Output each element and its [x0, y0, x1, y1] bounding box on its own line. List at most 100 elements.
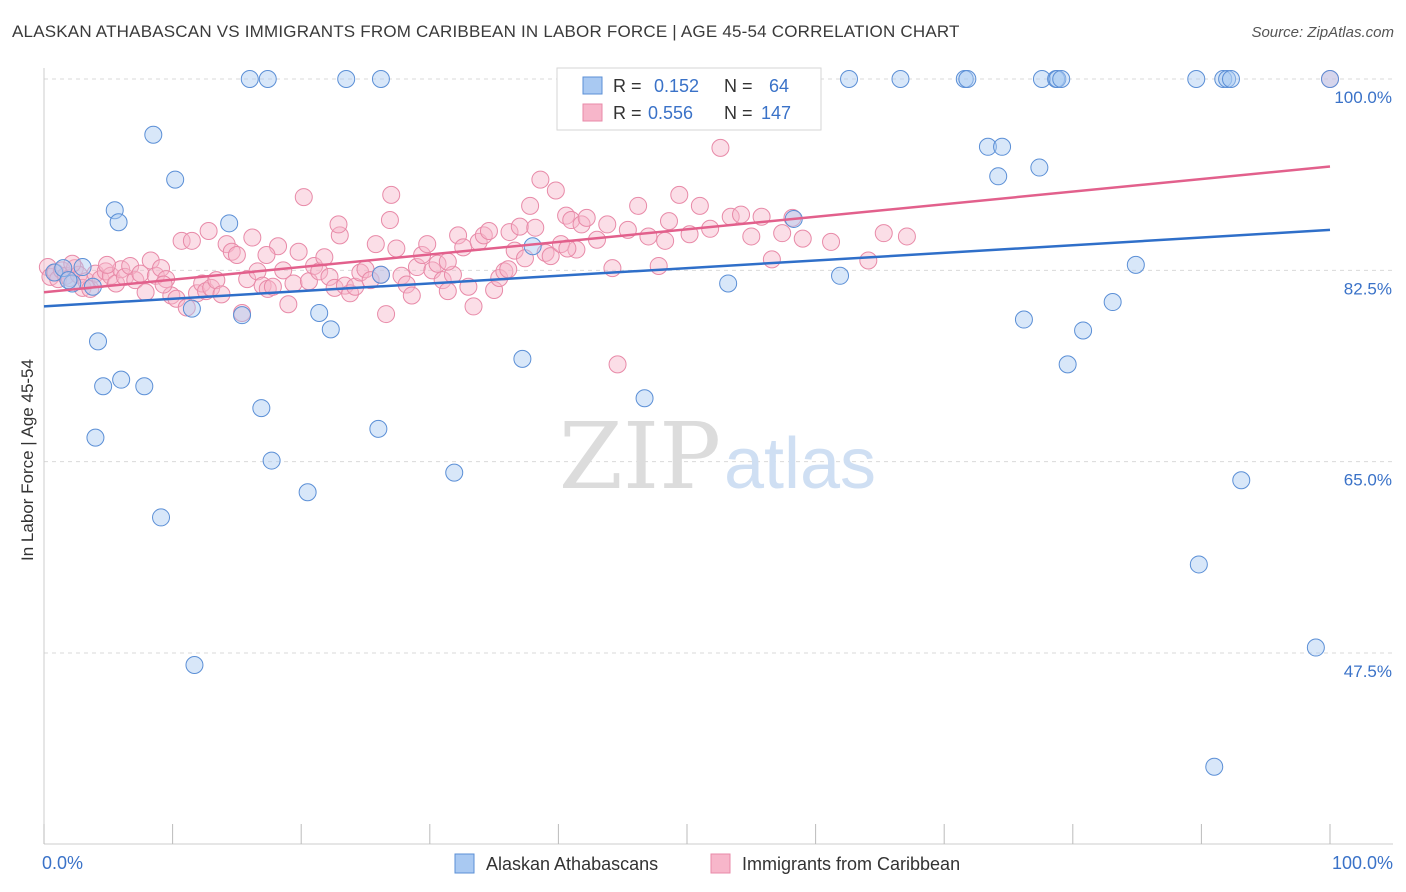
athabascan-point — [73, 258, 92, 277]
trend-lines — [43, 165, 1331, 308]
athabascan-point — [1232, 471, 1251, 490]
watermark-atlas: atlas — [724, 424, 876, 504]
caribbean-point — [762, 250, 781, 269]
caribbean-point — [499, 260, 518, 279]
caribbean-point — [608, 355, 627, 374]
caribbean-point — [449, 226, 468, 245]
athabascan-point — [1214, 70, 1233, 88]
caribbean-point — [172, 231, 191, 250]
caribbean-point — [289, 242, 308, 261]
series-legend: Alaskan Athabascans Immigrants from Cari… — [454, 853, 960, 874]
caribbean-point — [629, 196, 648, 215]
caribbean-point — [859, 251, 878, 270]
athabascan-point — [182, 299, 201, 318]
legend-swatch-blue — [582, 76, 603, 95]
athabascan-point — [109, 213, 128, 232]
athabascan-point — [252, 399, 271, 418]
athabascan-point — [262, 451, 281, 470]
athabascan-point — [1187, 70, 1206, 88]
chart-title: ALASKAN ATHABASCAN VS IMMIGRANTS FROM CA… — [12, 22, 960, 41]
caribbean-point — [366, 235, 385, 254]
bottom-legend-label-caribbean: Immigrants from Caribbean — [742, 854, 960, 874]
athabascan-point — [371, 265, 390, 284]
athabascan-point — [445, 463, 464, 482]
athabascan-point — [233, 306, 252, 325]
athabascan-point — [144, 125, 163, 144]
caribbean-point — [874, 224, 893, 243]
caribbean-point — [294, 188, 313, 207]
caribbean-point — [454, 238, 473, 257]
caribbean-point — [257, 246, 276, 265]
athabascan-point — [1321, 70, 1339, 88]
athabascan-point — [54, 259, 73, 278]
caribbean-point — [438, 282, 457, 301]
series-athabascan-points — [45, 70, 1339, 776]
bottom-legend-label-athabascan: Alaskan Athabascans — [486, 854, 658, 874]
athabascan-point — [1205, 757, 1224, 776]
athabascan-point — [258, 70, 277, 88]
athabascan-point — [310, 303, 329, 322]
caribbean-point — [227, 246, 246, 265]
legend-n-value-2: 147 — [761, 103, 791, 123]
caribbean-point — [407, 258, 426, 277]
caribbean-point — [500, 223, 519, 242]
athabascan-point — [958, 70, 977, 88]
athabascan-point — [105, 201, 124, 220]
caribbean-point — [897, 227, 916, 246]
athabascan-point — [240, 70, 259, 88]
caribbean-point — [464, 297, 483, 316]
caribbean-point — [284, 274, 303, 293]
caribbean-point — [485, 281, 504, 300]
caribbean-point — [121, 256, 140, 275]
athabascan-point — [891, 70, 910, 88]
athabascan-point — [321, 320, 340, 339]
caribbean-point — [387, 239, 406, 258]
caribbean-point — [639, 227, 658, 246]
legend-r-value-2: 0.556 — [648, 103, 693, 123]
legend-n-label-1: N = — [724, 76, 753, 96]
caribbean-point — [433, 271, 452, 290]
athabascan-point — [94, 377, 113, 396]
caribbean-point — [732, 205, 751, 224]
caribbean-point — [98, 255, 117, 274]
athabascan-point — [369, 419, 388, 438]
watermark-zip: ZIP — [559, 403, 721, 510]
caribbean-trend-line — [43, 165, 1331, 294]
legend-swatch-pink — [582, 103, 603, 122]
athabascan-point — [1014, 310, 1033, 329]
athabascan-point — [993, 137, 1012, 156]
caribbean-point — [380, 211, 399, 230]
caribbean-point — [742, 227, 761, 246]
caribbean-point — [182, 231, 201, 250]
bottom-legend-swatch-pink — [710, 853, 731, 874]
athabascan-point — [1052, 70, 1071, 88]
caribbean-point — [199, 221, 218, 240]
legend-n-label-2: N = — [724, 103, 753, 123]
chart-source: Source: ZipAtlas.com — [1251, 24, 1394, 41]
caribbean-point — [711, 138, 730, 157]
caribbean-point — [263, 277, 282, 296]
correlation-legend: R = 0.152 N = 64 R = 0.556 N = 147 — [556, 67, 822, 131]
caribbean-point — [546, 181, 565, 200]
athabascan-point — [152, 508, 171, 527]
y-tick-label: 82.5% — [1344, 279, 1392, 298]
caribbean-point — [382, 185, 401, 204]
caribbean-point — [479, 221, 498, 240]
series-caribbean-points — [38, 70, 1339, 374]
caribbean-point — [690, 196, 709, 215]
athabascan-point — [59, 271, 78, 290]
athabascan-point — [523, 237, 542, 256]
athabascan-point — [1032, 70, 1051, 88]
caribbean-point — [222, 242, 241, 261]
caribbean-point — [510, 217, 529, 236]
y-tick-labels: 47.5% 65.0% 82.5% 100.0% — [1334, 88, 1392, 681]
caribbean-point — [279, 295, 298, 314]
caribbean-point — [526, 218, 545, 237]
athabascan-point — [1221, 70, 1240, 88]
athabascan-point — [298, 483, 317, 502]
athabascan-trend-line — [43, 228, 1331, 308]
athabascan-point — [1218, 70, 1237, 88]
legend-r-value-1: 0.152 — [654, 76, 699, 96]
athabascan-point — [635, 389, 654, 408]
athabascan-point — [1030, 158, 1049, 177]
